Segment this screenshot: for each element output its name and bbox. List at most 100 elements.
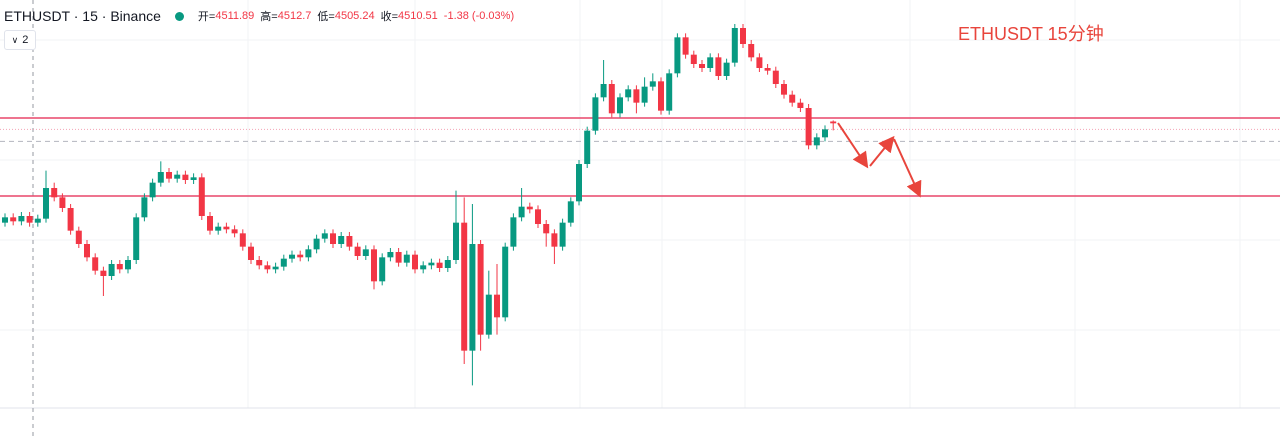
candle-body (699, 64, 705, 68)
candle-body (682, 37, 689, 55)
candle-body (436, 262, 443, 268)
candle-body (658, 81, 664, 111)
candle-body (633, 89, 640, 103)
symbol: ETHUSDT · 15 · Binance (4, 8, 161, 24)
candle-body (166, 172, 172, 179)
candle-body (485, 294, 492, 335)
candle-body (584, 130, 591, 164)
candle-body (133, 217, 140, 260)
candle-body (797, 102, 804, 108)
candle-body (756, 57, 763, 68)
candle-body (223, 226, 230, 230)
candle-body (592, 97, 599, 131)
candle-body (625, 89, 632, 98)
candle-body (371, 249, 377, 282)
high-label: 高= (260, 11, 278, 23)
candle-body (690, 54, 697, 64)
candle-body (723, 62, 730, 76)
collapse-button[interactable]: ∨ 2 (4, 30, 36, 50)
candle-body (813, 137, 820, 146)
candle-body (403, 254, 410, 263)
projection-arrows (837, 122, 922, 198)
candle-body (256, 260, 263, 266)
candle-body (420, 265, 427, 270)
candle-body (108, 264, 115, 276)
candle-body (576, 164, 582, 202)
collapse-count: 2 (22, 34, 29, 46)
candle-body (174, 174, 181, 179)
candle-body (346, 236, 353, 247)
candle-body (830, 121, 837, 124)
candle-body (559, 222, 566, 247)
high-value: 4512.7 (277, 10, 312, 22)
candle-body (428, 262, 435, 266)
candle-body (715, 57, 722, 76)
candle-body (567, 201, 574, 223)
candle-body (772, 70, 779, 84)
candle-body (198, 177, 205, 216)
candle-body (321, 233, 328, 239)
candle-body (330, 233, 336, 244)
candle-body (781, 84, 787, 95)
candle-body (764, 68, 771, 71)
candle-body (100, 270, 107, 276)
candle-body (305, 249, 312, 258)
low-value: 4505.24 (334, 10, 375, 22)
candle-body (10, 217, 17, 222)
candle-body (805, 108, 812, 146)
candle-body (461, 222, 468, 351)
candle-body (75, 230, 82, 244)
candle-body (59, 197, 66, 208)
candle-body (502, 246, 509, 318)
candle-body (666, 73, 673, 111)
candle-body (748, 44, 755, 58)
candle-body (362, 249, 369, 256)
annotation: ETHUSDT 15分钟 (958, 24, 1104, 44)
open-label: 开= (197, 11, 216, 23)
close-value: 4510.51 (398, 10, 438, 22)
candle-body (535, 209, 541, 224)
candle-body (51, 188, 58, 198)
candle-body (67, 208, 74, 231)
candle-body (354, 246, 361, 256)
candle-body (190, 177, 197, 180)
candle-body (412, 254, 418, 270)
candle-body (18, 216, 25, 222)
candle-body (731, 28, 738, 63)
candle-body (125, 260, 131, 270)
candle-body (453, 222, 459, 260)
candle-body (2, 217, 8, 223)
candle-body (215, 226, 222, 231)
candle-body (92, 257, 99, 271)
candle-body (617, 97, 623, 114)
candle-body (518, 206, 525, 218)
candle-body (280, 258, 287, 267)
candle-body (789, 94, 796, 103)
candle-body (149, 182, 156, 198)
candle-body (116, 264, 123, 270)
candle-body (600, 84, 607, 98)
candle-body (272, 266, 279, 270)
candle-body (444, 260, 451, 268)
legend-header: ETHUSDT · 15 · Binance 开= 4511.89 高= 4512.… (4, 8, 514, 24)
candle-body (387, 252, 394, 258)
candle-body (231, 229, 238, 234)
candle-body (264, 265, 271, 270)
candle-body (608, 84, 615, 114)
candle-body (43, 188, 49, 219)
open-value: 4511.89 (215, 10, 255, 22)
candle-body (477, 244, 484, 335)
candle-body (239, 233, 246, 247)
candle-body (338, 236, 345, 244)
candle-body (395, 252, 402, 263)
candle-body (313, 238, 320, 250)
candle-body (379, 257, 386, 282)
status-dot (174, 11, 184, 21)
candle-body (526, 206, 533, 210)
candle-body (740, 28, 746, 44)
candle-body (26, 216, 33, 223)
plot (0, 24, 1280, 386)
candle-body (141, 197, 148, 218)
